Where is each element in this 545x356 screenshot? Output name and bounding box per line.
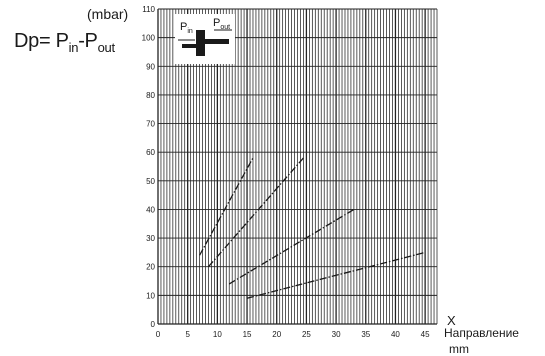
- y-tick-label: 100: [142, 34, 156, 43]
- y-tick-label: 30: [146, 234, 155, 243]
- x-tick-label: 25: [302, 330, 311, 339]
- x-tick-label: 20: [272, 330, 281, 339]
- x-tick-label: 30: [332, 330, 341, 339]
- y-tick-label: 90: [146, 62, 155, 71]
- pressure-formula: Dp= Pin-Pout: [14, 30, 115, 55]
- formula-sub-out: out: [97, 40, 115, 55]
- x-tick-label: 5: [185, 330, 190, 339]
- x-tick-label: 35: [361, 330, 370, 339]
- valve-stem-icon: [205, 39, 229, 44]
- x-axis-direction: Направление: [444, 326, 519, 340]
- chart-series: [198, 157, 426, 299]
- inset-p-out: Pout: [213, 17, 230, 31]
- x-axis-unit: mm: [449, 342, 469, 356]
- series-line-1: [198, 157, 254, 256]
- y-tick-label: 80: [146, 91, 155, 100]
- formula-sub-in: in: [68, 40, 79, 55]
- y-tick-label: 40: [146, 205, 155, 214]
- inset-p-in: Pin: [180, 21, 193, 35]
- y-tick-label: 0: [151, 320, 156, 329]
- series-line-3: [228, 208, 355, 285]
- series-line-4: [246, 251, 426, 299]
- y-tick-label: 110: [142, 5, 155, 14]
- x-tick-label: 40: [391, 330, 400, 339]
- formula-minus: -P: [78, 30, 98, 52]
- x-axis-symbol: X: [447, 313, 456, 328]
- x-tick-label: 10: [213, 330, 222, 339]
- y-tick-label: 10: [146, 291, 155, 300]
- y-tick-label: 70: [146, 120, 155, 129]
- y-tick-label: 20: [146, 263, 155, 272]
- y-tick-label: 60: [146, 148, 155, 157]
- formula-lhs: Dp= P: [14, 30, 69, 52]
- chart-ticks: 0 10 20 30 40 50 60 70 80 90 100 110 0 5 10 15 20 25 30 35 4…: [142, 5, 430, 339]
- valve-seat-icon: [182, 44, 196, 48]
- x-tick-label: 15: [243, 330, 252, 339]
- series-line-2: [207, 157, 304, 268]
- x-tick-label: 45: [421, 330, 430, 339]
- valve-body-icon: [196, 30, 205, 56]
- y-tick-label: 50: [146, 177, 155, 186]
- y-axis-unit: (mbar): [87, 6, 129, 22]
- x-tick-label: 0: [156, 330, 161, 339]
- valve-inset: Pin Pout: [175, 14, 235, 64]
